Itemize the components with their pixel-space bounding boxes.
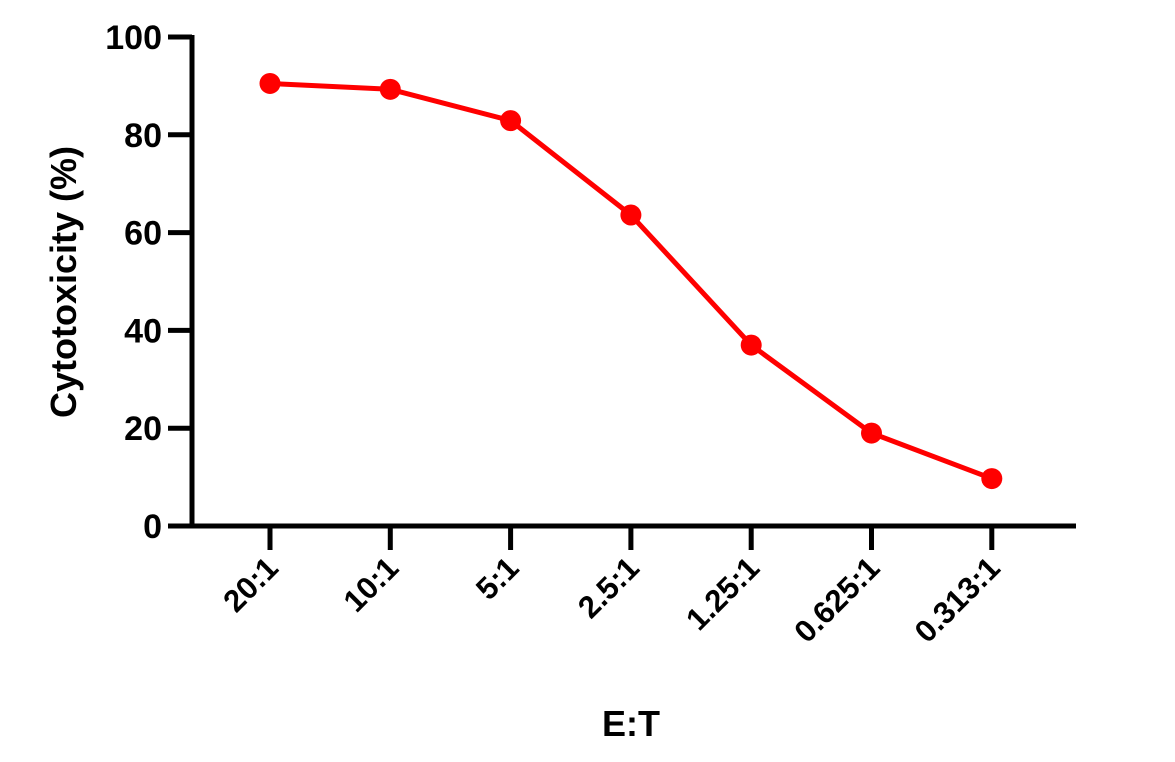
data-point [861,422,882,444]
x-ticks-group: 20:1 10:1 5:1 2.5:1 1.25:1 0.625:1 0.313:1 [216,526,1007,649]
y-tick-label: 60 [124,215,162,253]
x-tick-label: 0.313:1 [908,550,1007,649]
axes-group [189,35,1076,529]
y-tick-label: 40 [124,312,162,350]
data-point [379,78,401,100]
x-tick-label: 10:1 [337,550,406,619]
y-axis-title: Cytotoxicity (%) [43,146,84,418]
data-point [981,468,1003,490]
x-tick-label: 5:1 [469,550,525,606]
y-tick-label: 100 [105,19,162,57]
y-tick-label: 80 [124,117,162,155]
series-group [259,72,1003,490]
x-tick-label: 20:1 [216,550,285,619]
y-ticks-group: 0 20 40 60 80 100 [105,19,192,546]
series-line [269,80,993,481]
data-point [620,204,642,226]
y-tick-label: 20 [124,410,162,448]
x-axis-title: E:T [602,703,660,744]
data-point [500,110,522,132]
x-tick-label: 0.625:1 [787,550,886,649]
data-point [259,72,281,94]
x-tick-label: 1.25:1 [679,550,766,637]
data-point [740,334,762,356]
y-tick-label: 0 [143,508,162,546]
x-tick-label: 2.5:1 [571,550,646,625]
